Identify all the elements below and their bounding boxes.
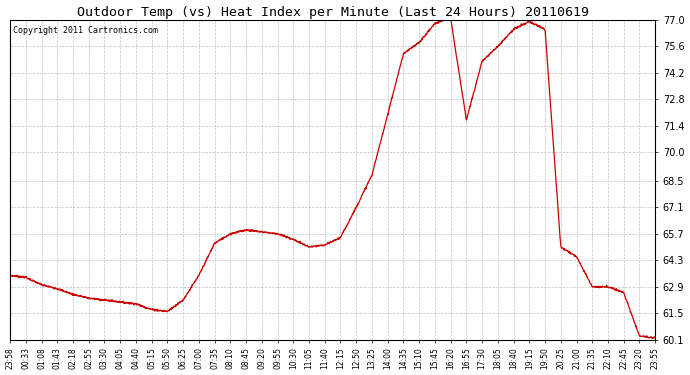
Text: Copyright 2011 Cartronics.com: Copyright 2011 Cartronics.com: [13, 26, 158, 35]
Title: Outdoor Temp (vs) Heat Index per Minute (Last 24 Hours) 20110619: Outdoor Temp (vs) Heat Index per Minute …: [77, 6, 589, 18]
